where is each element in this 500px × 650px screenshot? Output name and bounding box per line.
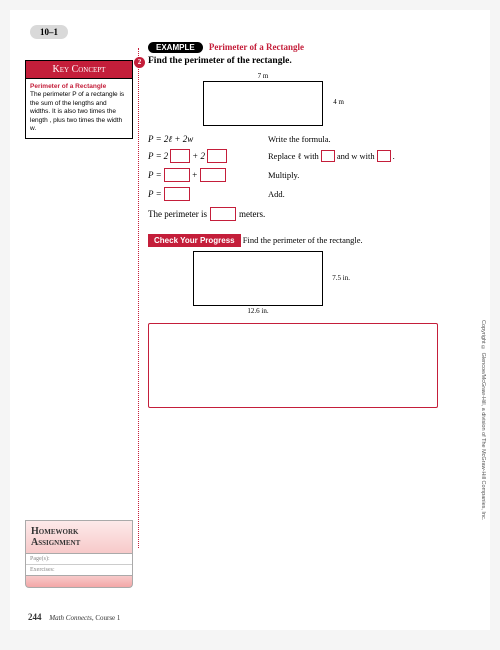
- blank-input[interactable]: [207, 149, 227, 163]
- vertical-divider: [138, 48, 139, 548]
- rect1-top-label: 7 m: [203, 72, 323, 80]
- eq3-a: P =: [148, 170, 162, 180]
- page-footer: 244 Math Connects, Course 1: [28, 612, 120, 622]
- main-content: EXAMPLE Perimeter of a Rectangle 2 Find …: [148, 42, 468, 408]
- equation-row-2: P = 2 + 2 Replace ℓ with and w with .: [148, 149, 468, 163]
- homework-exercises-row[interactable]: Exercises:: [26, 565, 132, 575]
- sentence-a: The perimeter is: [148, 209, 207, 219]
- example-prompt: 2 Find the perimeter of the rectangle.: [148, 56, 468, 66]
- eq3-b: +: [192, 170, 198, 180]
- blank-input[interactable]: [210, 207, 236, 221]
- perimeter-sentence: The perimeter is meters.: [148, 207, 468, 221]
- rect2-shape: 7.5 in.: [193, 251, 323, 306]
- homework-pages-row[interactable]: Page(s):: [26, 554, 132, 565]
- blank-input[interactable]: [170, 149, 190, 163]
- page-number: 244: [28, 612, 42, 622]
- eq4-left: P =: [148, 187, 268, 201]
- homework-header-a: Homework: [31, 526, 127, 537]
- equation-row-4: P = Add.: [148, 187, 468, 201]
- eq4-a: P =: [148, 189, 162, 199]
- eq2-left: P = 2 + 2: [148, 149, 268, 163]
- rect2-bottom-label: 12.6 in.: [193, 307, 323, 315]
- example-pill: EXAMPLE: [148, 42, 203, 53]
- answer-box[interactable]: [148, 323, 438, 408]
- equation-row-1: P = 2ℓ + 2w Write the formula.: [148, 134, 468, 144]
- course-title: Course 1: [94, 614, 121, 622]
- book-title: Math Connects,: [49, 614, 93, 622]
- homework-lines: Page(s): Exercises:: [25, 554, 133, 576]
- blank-input[interactable]: [321, 150, 335, 162]
- eq1-left: P = 2ℓ + 2w: [148, 134, 268, 144]
- example-title: Perimeter of a Rectangle: [209, 42, 304, 52]
- key-concept-body: Perimeter of a Rectangle The perimeter P…: [25, 79, 133, 139]
- copyright-text: Copyright © Glencoe/McGraw-Hill, a divis…: [480, 320, 486, 520]
- chapter-tab: 10–1: [30, 25, 68, 39]
- key-concept-header: Key Concept: [25, 60, 133, 79]
- eq2-b: 2: [164, 151, 169, 161]
- page: 10–1 Key Concept Perimeter of a Rectangl…: [10, 10, 490, 630]
- eq2-ra: Replace ℓ with: [268, 151, 319, 161]
- rectangle-figure-1: 7 m 4 m: [203, 72, 323, 126]
- homework-box: Homework Assignment Page(s): Exercises:: [25, 520, 133, 588]
- blank-input[interactable]: [164, 187, 190, 201]
- key-concept-title: Perimeter of a Rectangle: [30, 83, 128, 91]
- example-line: EXAMPLE Perimeter of a Rectangle: [148, 42, 468, 52]
- eq2-a: P =: [148, 151, 162, 161]
- cyp-pill: Check Your Progress: [148, 234, 241, 247]
- example-number-badge: 2: [134, 57, 145, 68]
- eq2-rb: and w with: [337, 151, 375, 161]
- equation-row-3: P = + Multiply.: [148, 168, 468, 182]
- rect1-shape: 4 m: [203, 81, 323, 126]
- rectangle-figure-2: 7.5 in. 12.6 in.: [193, 251, 323, 315]
- eq2-right: Replace ℓ with and w with .: [268, 150, 395, 162]
- eq1-right: Write the formula.: [268, 134, 331, 144]
- blank-input[interactable]: [377, 150, 391, 162]
- cyp-text: Find the perimeter of the rectangle.: [243, 235, 363, 245]
- homework-footer-bar: [25, 576, 133, 588]
- eq4-right: Add.: [268, 189, 285, 199]
- eq3-right: Multiply.: [268, 170, 299, 180]
- homework-header-b: Assignment: [31, 537, 127, 548]
- key-concept-box: Key Concept Perimeter of a Rectangle The…: [25, 60, 133, 139]
- homework-header: Homework Assignment: [25, 520, 133, 554]
- key-concept-text: The perimeter P of a rectangle is the su…: [30, 91, 124, 132]
- prompt-text: Find the perimeter of the rectangle.: [148, 56, 292, 66]
- eq3-left: P = +: [148, 168, 268, 182]
- check-your-progress-line: Check Your Progress Find the perimeter o…: [148, 235, 468, 245]
- eq2-c: + 2: [192, 151, 205, 161]
- blank-input[interactable]: [200, 168, 226, 182]
- blank-input[interactable]: [164, 168, 190, 182]
- rect1-side-label: 4 m: [333, 98, 344, 106]
- sentence-b: meters.: [239, 209, 265, 219]
- rect2-side-label: 7.5 in.: [332, 274, 350, 282]
